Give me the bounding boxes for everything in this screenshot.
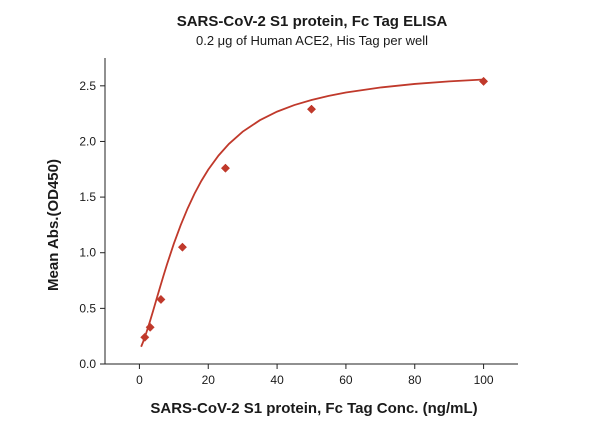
data-point bbox=[177, 242, 187, 252]
chart-subtitle: 0.2 μg of Human ACE2, His Tag per well bbox=[196, 33, 428, 48]
fit-curve-line bbox=[140, 78, 484, 348]
data-point bbox=[220, 163, 231, 173]
axis-ticks: 0 20 40 60 80 100 0.0 0.5 1.0 1.5 2.0 2.5 bbox=[79, 79, 494, 387]
y-tick-label: 1.0 bbox=[79, 246, 96, 260]
data-point bbox=[140, 332, 150, 342]
y-tick-label: 2.0 bbox=[79, 134, 96, 148]
data-point bbox=[306, 104, 317, 114]
chart-title: SARS-CoV-2 S1 protein, Fc Tag ELISA bbox=[177, 13, 448, 30]
x-tick-label: 80 bbox=[408, 373, 422, 387]
data-point bbox=[145, 322, 155, 332]
y-tick-label: 0.5 bbox=[79, 301, 96, 315]
data-point bbox=[479, 76, 489, 86]
y-tick-label: 0.0 bbox=[79, 357, 96, 371]
data-points bbox=[140, 76, 489, 342]
data-point bbox=[156, 294, 166, 305]
x-tick-label: 20 bbox=[202, 373, 216, 387]
x-tick-label: 40 bbox=[270, 373, 284, 387]
y-tick-label: 1.5 bbox=[79, 190, 96, 204]
x-tick-label: 0 bbox=[136, 373, 143, 387]
y-axis-title: Mean Abs.(OD450) bbox=[45, 159, 62, 291]
x-axis-title: SARS-CoV-2 S1 protein, Fc Tag Conc. (ng/… bbox=[150, 400, 477, 417]
x-tick-label: 60 bbox=[339, 373, 353, 387]
axes bbox=[104, 58, 518, 365]
y-tick-label: 2.5 bbox=[79, 79, 96, 93]
x-tick-label: 100 bbox=[474, 373, 494, 387]
